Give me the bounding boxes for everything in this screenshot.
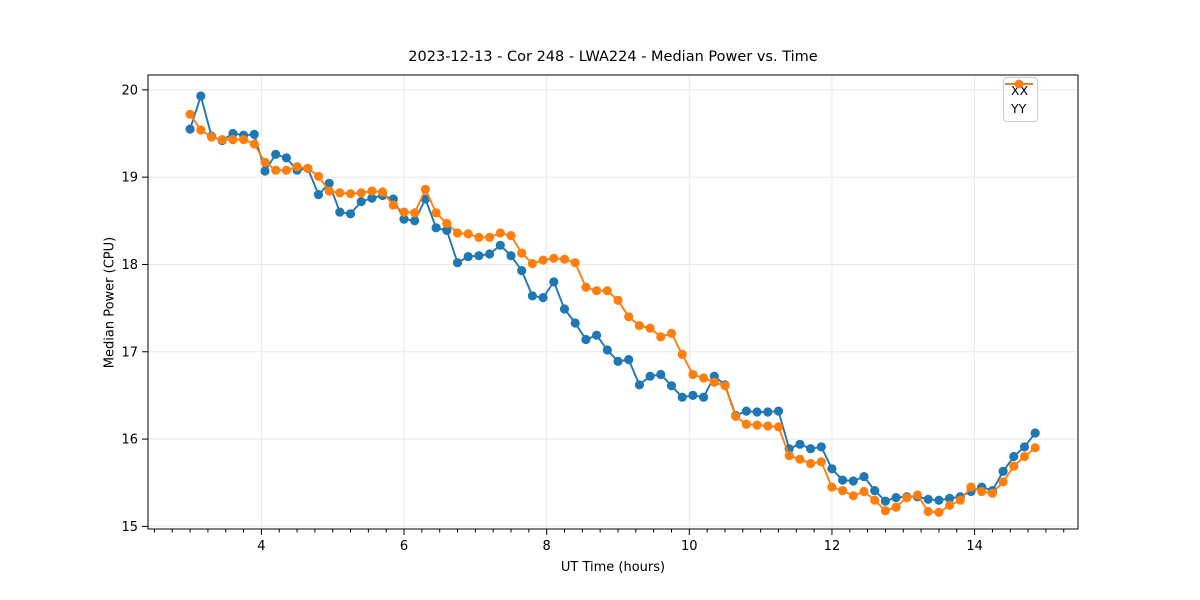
legend: XX YY [1003, 77, 1039, 122]
series-YY-markers [185, 109, 1040, 517]
tick-labels: 4 6 8 10 12 14 15 16 17 18 19 20 [121, 83, 982, 554]
x-axis-label: UT Time (hours) [560, 560, 666, 575]
series-XX-line [189, 95, 1037, 503]
y-tick-label: 15 [121, 520, 138, 535]
series-XX [185, 91, 1040, 506]
y-axis-label: Median Power (CPU) [102, 236, 118, 369]
legend-label-xx: XX [1011, 83, 1029, 98]
x-tick-label: 10 [681, 539, 698, 554]
x-tick-label: 12 [824, 539, 841, 554]
x-tick-label: 8 [543, 539, 551, 554]
y-tick-label: 16 [121, 433, 138, 448]
x-tick-label: 6 [400, 539, 408, 554]
y-tick-label: 17 [121, 345, 138, 360]
series-YY [185, 109, 1040, 517]
y-tick-label: 20 [121, 83, 138, 98]
x-tick-label: 4 [257, 539, 265, 554]
axes-border [147, 74, 1079, 530]
y-tick-label: 19 [121, 171, 138, 186]
legend-label-yy: YY [1011, 101, 1027, 116]
series-XX-markers [185, 91, 1040, 506]
y-tick-label: 18 [121, 258, 138, 273]
x-tick-label: 14 [966, 539, 983, 554]
axis-ticks [142, 89, 1065, 535]
chart-title: 2023-12-13 - Cor 248 - LWA224 - Median P… [408, 49, 818, 65]
legend-item-yy: YY [1005, 79, 1033, 116]
gridlines [148, 75, 1078, 529]
legend-key-yy-line-marker-icon [1005, 79, 1033, 89]
